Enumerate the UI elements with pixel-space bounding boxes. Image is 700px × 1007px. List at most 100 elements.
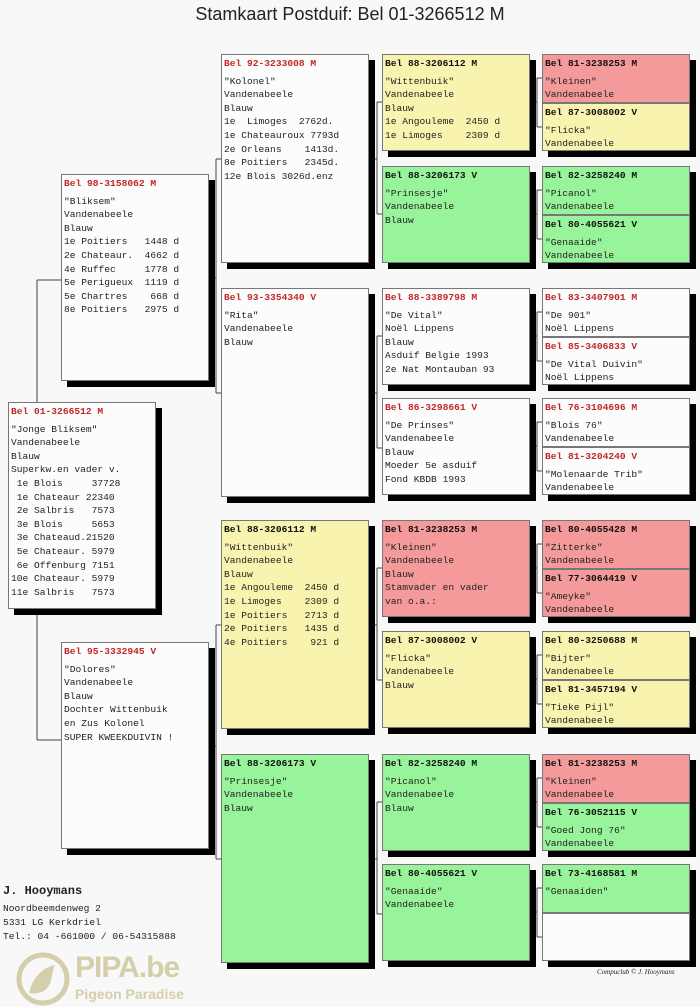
pigeon-info-line: "Tieke Pijl" xyxy=(545,701,615,713)
pigeon-info-line: "Kolonel" xyxy=(224,75,276,87)
pigeon-info-line: Vandenabeele xyxy=(11,437,81,449)
ring-number: Bel 87-3008002 V xyxy=(545,107,638,118)
pigeon-info-line: 1e Poitiers 2713 d xyxy=(224,609,340,621)
pigeon-info-line: "De 901" xyxy=(545,309,592,321)
pigeon-info-line: "Genaaiden" xyxy=(545,885,609,897)
pigeon-info-line: Vandenabeele xyxy=(385,666,455,678)
pigeon-info-line: Vandenabeele xyxy=(545,715,615,727)
grandparent-card: Bel 92-3233008 M "Kolonel" Vandenabeele Bla… xyxy=(221,54,369,263)
watermark-title: PIPA.be xyxy=(75,951,180,984)
pigeon-info-line: 1e Limoges 2309 d xyxy=(224,595,340,607)
pigeon-info-line: 1e Chateauroux 7793d xyxy=(224,129,340,141)
ancestor-card: Bel 87-3008002 V "Flicka" Vandenabeele xyxy=(542,103,690,151)
pigeon-info-line: Vandenabeele xyxy=(224,789,294,801)
pigeon-info-line: "Genaaide" xyxy=(385,885,443,897)
owner-phone: Tel.: 04 -661000 / 06-54315888 xyxy=(3,931,176,942)
pigeon-info-line: "Prinsesje" xyxy=(385,187,449,199)
ancestor-card: Bel 73-4168581 M "Genaaiden" xyxy=(542,864,690,913)
pigeon-info-line: 4e Poitiers 921 d xyxy=(224,636,340,648)
great-grandparent-card: Bel 88-3206173 V "Prinsesje" Vandenabeele B… xyxy=(382,166,530,263)
pigeon-info-line: 2e Chateaur. 4662 d xyxy=(64,249,180,261)
pigeon-info-line: 6e Offenburg 7151 xyxy=(11,559,115,571)
pigeon-info-line: Blauw xyxy=(385,446,414,458)
grandparent-card: Bel 88-3206112 M "Wittenbuik" Vandenabeele… xyxy=(221,520,369,729)
great-grandparent-card: Bel 80-4055621 V "Genaaide" Vandenabeele xyxy=(382,864,530,961)
owner-city: 5331 LG Kerkdriel xyxy=(3,917,101,928)
ancestor-card: Bel 81-3204240 V "Molenaarde Trib" Vandena… xyxy=(542,447,690,495)
parent-card: Bel 98-3158062 M "Bliksem" Vandenabeele Bla… xyxy=(61,174,209,381)
ancestor-card: Bel 77-3064419 V "Ameyke" Vandenabeele xyxy=(542,569,690,617)
pigeon-info-line: "Picanol" xyxy=(545,187,597,199)
pigeon-info-line: Blauw xyxy=(385,679,414,691)
ring-number: Bel 98-3158062 M xyxy=(64,178,157,189)
ancestor-card: Bel 83-3407901 M "De 901" Noël Lippens xyxy=(542,288,690,337)
ancestor-card: Bel 76-3104696 M "Blois 76" Vandenabeele xyxy=(542,398,690,447)
grandparent-card: Bel 88-3206173 V "Prinsesje" Vandenabeele B… xyxy=(221,754,369,963)
pigeon-info-line: Blauw xyxy=(224,336,253,348)
ring-number: Bel 85-3406833 V xyxy=(545,341,638,352)
pigeon-info-line: Vandenabeele xyxy=(545,250,615,262)
pigeon-info-line: "Rita" xyxy=(224,309,259,321)
pigeon-info-line: 1e Poitiers 1448 d xyxy=(64,236,180,248)
pigeon-info-line: Blauw xyxy=(64,222,93,234)
pigeon-info-line: "Wittenbuik" xyxy=(385,75,455,87)
pigeon-info-line: 4e Ruffec 1778 d xyxy=(64,263,180,275)
pigeon-info-line: 1e Limoges 2309 d xyxy=(385,129,501,141)
great-grandparent-card: Bel 86-3298661 V "De Prinses" Vandenabeele… xyxy=(382,398,530,495)
ring-number: Bel 83-3407901 M xyxy=(545,292,638,303)
pigeon-info-line: "Zitterke" xyxy=(545,541,603,553)
pigeon-info-line: Blauw xyxy=(385,102,414,114)
ring-number: Bel 81-3238253 M xyxy=(545,758,638,769)
pigeon-info-line: Moeder 5e asduif xyxy=(385,460,478,472)
subject-pigeon-card: Bel 01-3266512 M "Jonge Bliksem" Vandenabe… xyxy=(8,402,156,609)
pigeon-info-line: Noël Lippens xyxy=(385,323,455,335)
ring-number: Bel 73-4168581 M xyxy=(545,868,638,879)
pigeon-info-line: "Picanol" xyxy=(385,775,437,787)
pigeon-info-line: 3e Chateaud.21520 xyxy=(11,532,115,544)
pigeon-info-line: Dochter Wittenbuik xyxy=(64,704,168,716)
ancestor-card: Bel 76-3052115 V "Goed Jong 76" Vandenabee… xyxy=(542,803,690,851)
pigeon-info-line: "Flicka" xyxy=(385,652,432,664)
pigeon-info-line: Blauw xyxy=(11,450,40,462)
pigeon-info-line: Vandenabeele xyxy=(545,604,615,616)
ring-number: Bel 88-3206112 M xyxy=(224,524,317,535)
ring-number: Bel 80-4055621 V xyxy=(545,219,638,230)
pigeon-info-line: Vandenabeele xyxy=(545,201,615,213)
pigeon-info-line: 10e Chateaur. 5979 xyxy=(11,573,115,585)
ring-number: Bel 93-3354340 V xyxy=(224,292,317,303)
pigeon-info-line: 3e Blois 5653 xyxy=(11,518,115,530)
pigeon-info-line: "Goed Jong 76" xyxy=(545,824,626,836)
pigeon-info-line: Vandenabeele xyxy=(385,433,455,445)
pigeon-info-line: en Zus Kolonel xyxy=(64,717,145,729)
pigeon-info-line: Blauw xyxy=(224,102,253,114)
pigeon-info-line: "De Vital Duivin" xyxy=(545,358,643,370)
great-grandparent-card: Bel 87-3008002 V "Flicka" Vandenabeele Blau… xyxy=(382,631,530,728)
ring-number: Bel 81-3238253 M xyxy=(545,58,638,69)
pigeon-info-line: 1e Angouleme 2450 d xyxy=(224,582,340,594)
ring-number: Bel 81-3204240 V xyxy=(545,451,638,462)
ring-number: Bel 82-3258240 M xyxy=(385,758,478,769)
pigeon-info-line: Vandenabeele xyxy=(545,666,615,678)
grandparent-card: Bel 93-3354340 V "Rita" Vandenabeele Blauw xyxy=(221,288,369,497)
pigeon-info-line: Noël Lippens xyxy=(545,323,615,335)
pigeon-info-line: 8e Poitiers 2345d. xyxy=(224,157,340,169)
ring-number: Bel 80-4055428 M xyxy=(545,524,638,535)
pigeon-info-line: Blauw xyxy=(385,214,414,226)
pigeon-info-line: Vandenabeele xyxy=(224,555,294,567)
pigeon-info-line: Noël Lippens xyxy=(545,372,615,384)
pigeon-info-line: "Molenaarde Trib" xyxy=(545,468,643,480)
ring-number: Bel 76-3052115 V xyxy=(545,807,638,818)
great-grandparent-card: Bel 82-3258240 M "Picanol" Vandenabeele Bla… xyxy=(382,754,530,851)
owner-info: J. Hooymans Noordbeemdenweg 2 5331 LG Ke… xyxy=(3,884,176,944)
pigeon-info-line: Vandenabeele xyxy=(545,555,615,567)
pigeon-info-line: Vandenabeele xyxy=(385,555,455,567)
pigeon-info-line: 2e Nat Montauban 93 xyxy=(385,363,495,375)
ring-number: Bel 88-3206112 M xyxy=(385,58,478,69)
ancestor-card: Bel 82-3258240 M "Picanol" Vandenabeele xyxy=(542,166,690,215)
pigeon-info-line: 1e Angouleme 2450 d xyxy=(385,116,501,128)
pigeon-info-line: "De Prinses" xyxy=(385,419,455,431)
pigeon-info-line: van o.a.: xyxy=(385,595,437,607)
pigeon-info-line: Vandenabeele xyxy=(545,138,615,150)
pigeon-info-line: Fond KBDB 1993 xyxy=(385,473,466,485)
pigeon-logo-icon xyxy=(16,952,70,1006)
